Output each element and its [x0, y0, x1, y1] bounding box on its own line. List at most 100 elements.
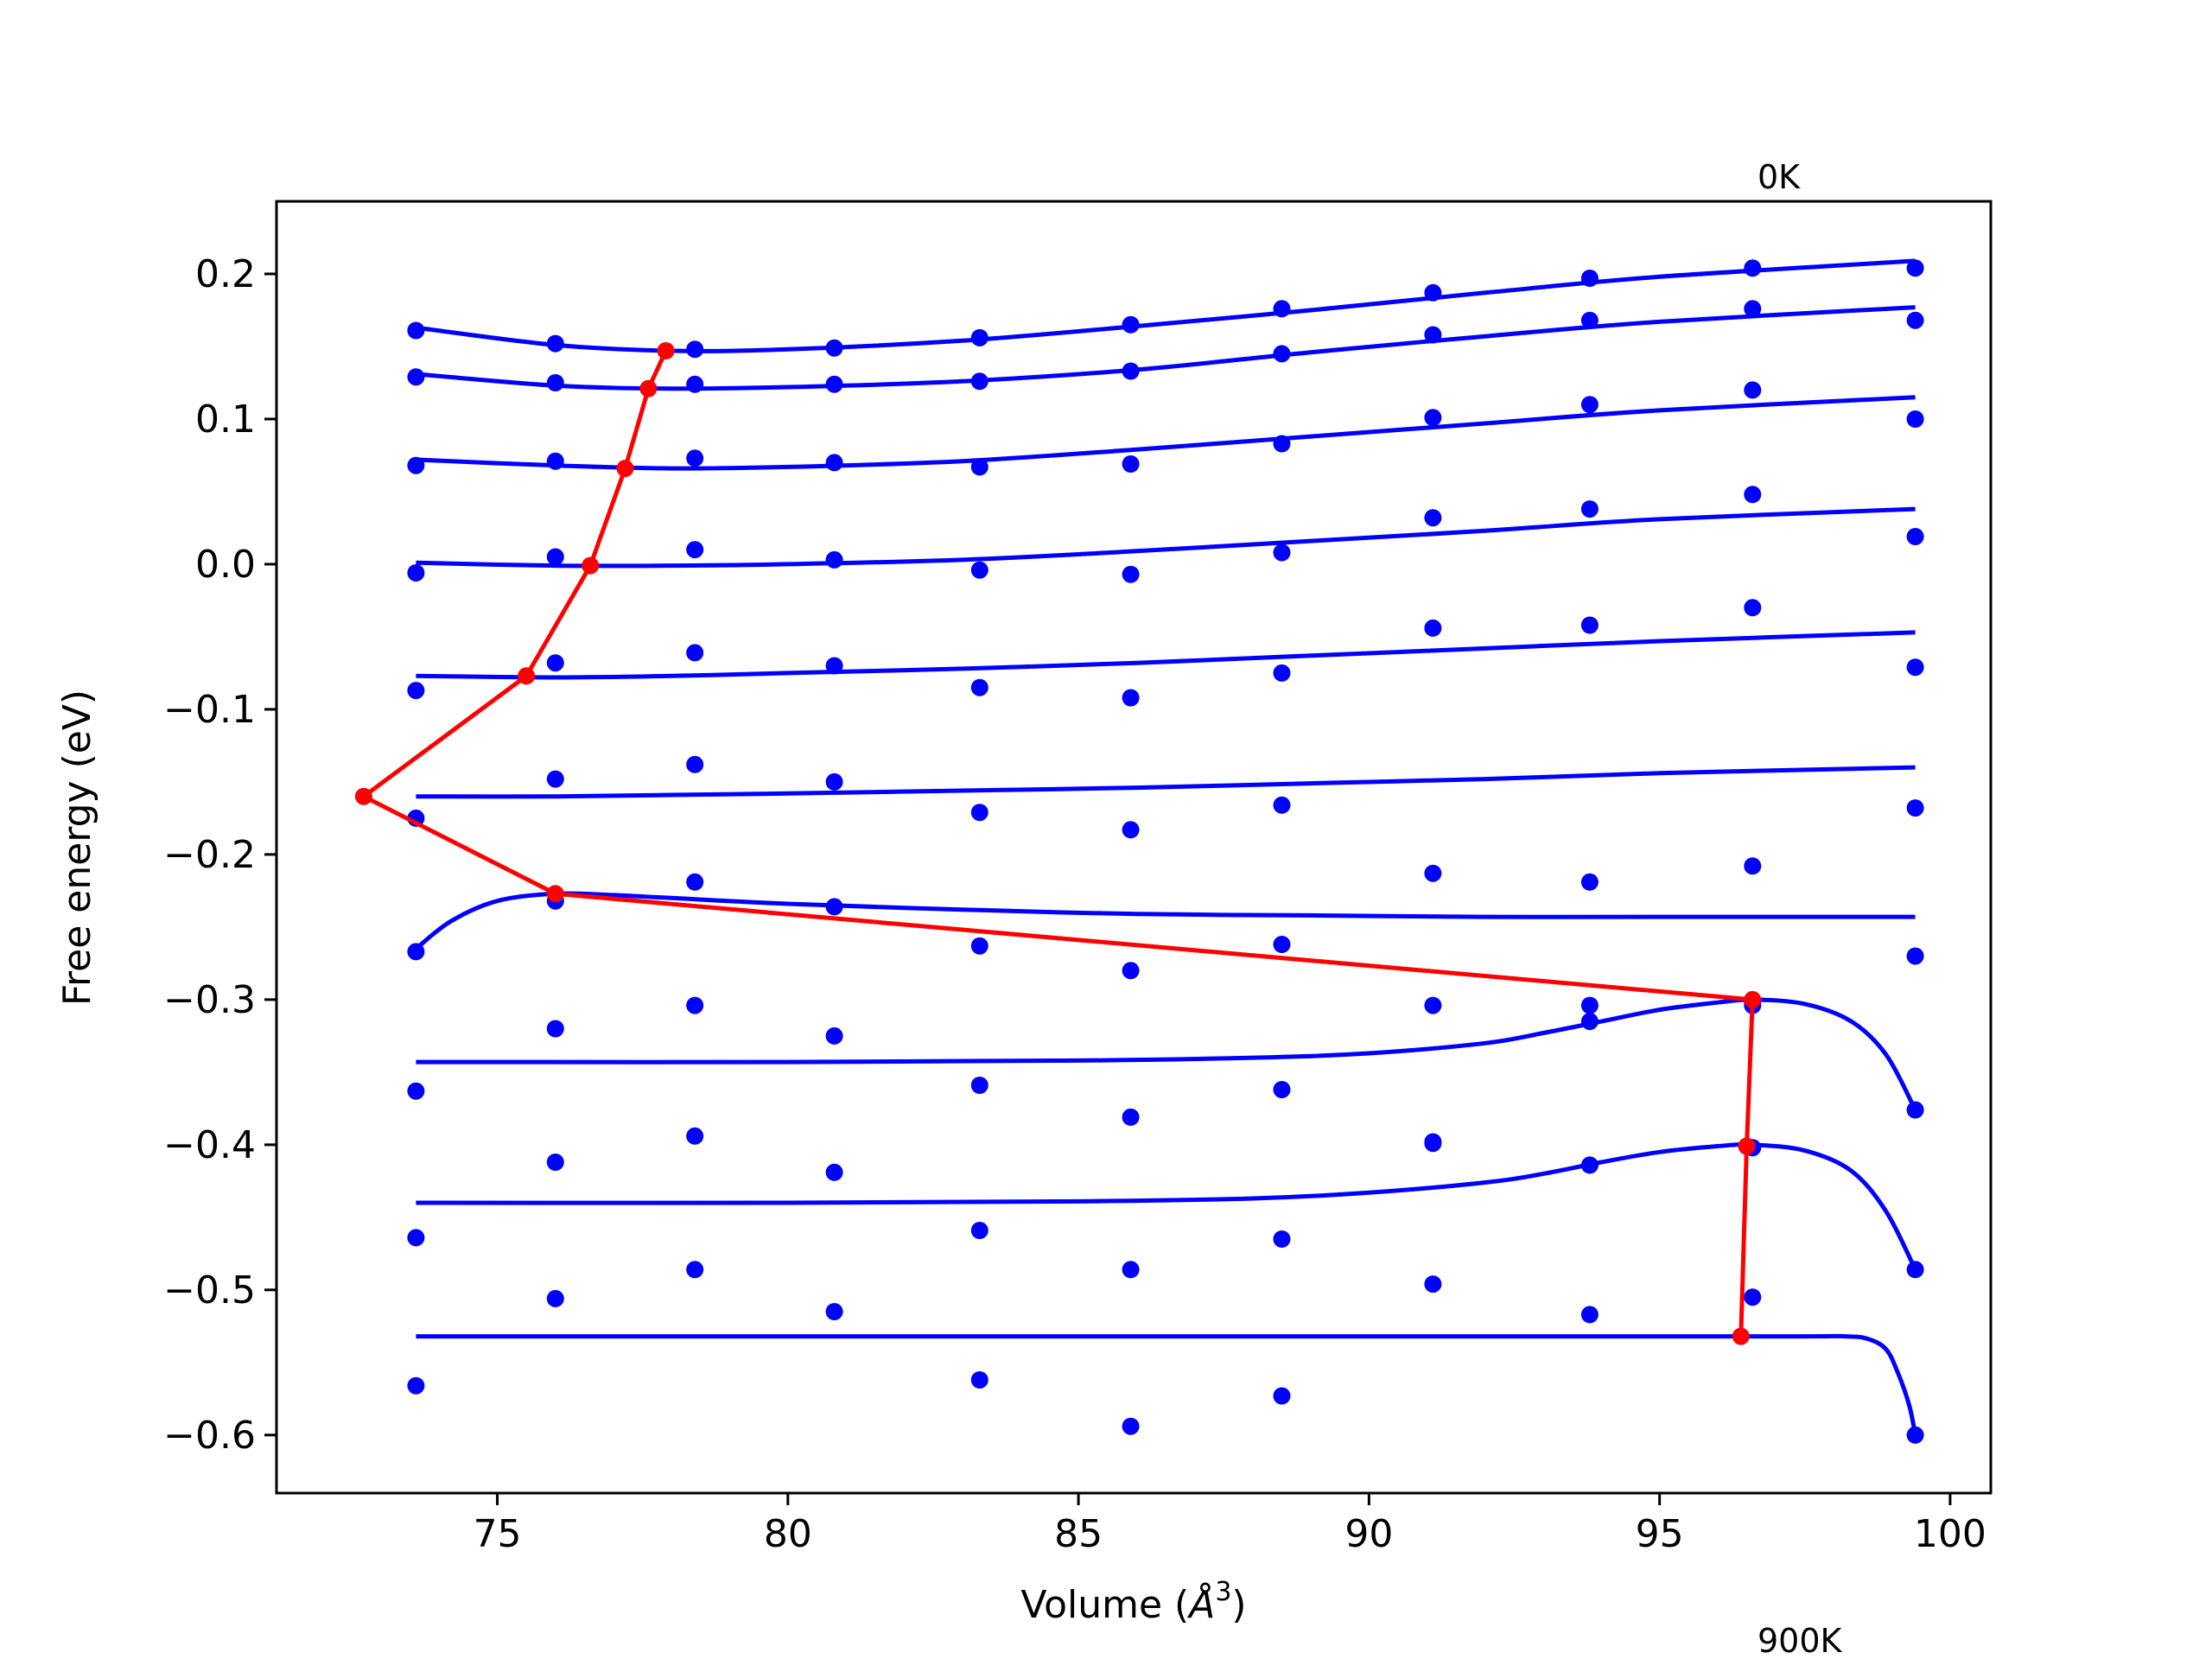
data-point — [686, 375, 704, 393]
data-point — [1273, 345, 1291, 363]
plot-area-frame — [275, 200, 1993, 1495]
data-point — [546, 452, 564, 470]
data-point — [1424, 283, 1442, 302]
data-point — [1273, 1081, 1291, 1098]
data-point — [1744, 599, 1762, 617]
data-point — [825, 1027, 843, 1045]
data-point — [970, 678, 988, 696]
data-point — [1122, 455, 1140, 473]
data-point — [1424, 1133, 1442, 1151]
equilibrium-point — [657, 342, 675, 359]
fit-curve-7 — [416, 997, 1917, 1111]
data-point — [825, 657, 843, 675]
data-point — [1122, 1261, 1140, 1279]
y-tick-label: −0.1 — [163, 688, 256, 732]
equilibrium-path — [354, 342, 1762, 1345]
data-point — [686, 644, 704, 662]
y-tick-label: 0.0 — [195, 543, 256, 587]
data-point — [970, 1371, 988, 1389]
data-point — [1580, 873, 1599, 891]
data-point — [970, 1077, 988, 1094]
data-point — [407, 456, 425, 474]
data-point — [1122, 689, 1140, 707]
equilibrium-point — [1744, 990, 1762, 1008]
y-tick-label: −0.4 — [163, 1123, 256, 1167]
data-point — [1580, 270, 1599, 287]
equilibrium-line — [361, 349, 1755, 1337]
fit-curve-2 — [416, 395, 1916, 471]
data-point — [407, 321, 425, 340]
data-point — [1744, 486, 1762, 504]
data-point — [1580, 396, 1599, 414]
data-point — [825, 772, 843, 791]
x-axis-label: Volume (Å3) — [1020, 1577, 1246, 1627]
data-point — [1906, 528, 1924, 545]
y-tick-label: −0.3 — [163, 978, 256, 1022]
data-points — [407, 259, 1924, 1444]
equilibrium-point — [546, 885, 564, 903]
data-point — [546, 770, 564, 788]
data-point — [407, 564, 425, 582]
data-point — [825, 339, 843, 357]
data-point — [407, 1376, 425, 1395]
data-point — [1906, 259, 1924, 277]
data-point — [970, 804, 988, 822]
y-tick-label: −0.6 — [163, 1414, 256, 1458]
data-point — [1580, 1013, 1599, 1031]
x-tick-label: 75 — [474, 1512, 522, 1556]
data-point — [1273, 1387, 1291, 1405]
data-point — [1424, 326, 1442, 344]
data-point — [1906, 311, 1924, 329]
data-point — [1122, 962, 1140, 980]
data-point — [686, 449, 704, 467]
data-point — [1273, 435, 1291, 453]
data-point — [1744, 259, 1762, 277]
data-point — [686, 1127, 704, 1145]
data-point — [686, 1261, 704, 1279]
equilibrium-point — [639, 379, 658, 397]
data-point — [1744, 1288, 1762, 1306]
data-point — [1273, 796, 1291, 814]
data-point — [546, 334, 564, 353]
data-point — [825, 550, 843, 569]
data-point — [407, 682, 425, 700]
data-point — [1122, 315, 1140, 334]
data-point — [1906, 1426, 1924, 1444]
data-point — [1580, 996, 1599, 1014]
data-point — [546, 1154, 564, 1171]
data-point — [1580, 1306, 1599, 1324]
data-point — [686, 873, 704, 891]
data-point — [825, 454, 843, 472]
data-point — [686, 996, 704, 1014]
data-point — [1273, 300, 1291, 318]
data-point — [1906, 1261, 1924, 1279]
data-point — [407, 943, 425, 961]
data-point — [1580, 616, 1599, 634]
data-point — [1424, 619, 1442, 637]
y-tick-label: −0.2 — [163, 833, 256, 877]
fit-curve-3 — [416, 506, 1916, 569]
data-point — [407, 1082, 425, 1100]
data-point — [1424, 864, 1442, 882]
data-point — [546, 548, 564, 566]
fit-curve-6 — [414, 891, 1916, 951]
equilibrium-point — [518, 667, 536, 685]
data-point — [407, 368, 425, 386]
fit-curve-8 — [416, 1142, 1917, 1271]
data-point — [970, 561, 988, 579]
data-point — [686, 340, 704, 359]
data-point — [1273, 936, 1291, 953]
data-point — [1580, 500, 1599, 518]
data-point — [1122, 1108, 1140, 1126]
data-point — [1744, 300, 1762, 318]
data-point — [825, 375, 843, 393]
equilibrium-point — [582, 556, 600, 575]
y-tick-label: 0.2 — [195, 252, 256, 296]
data-point — [1273, 1230, 1291, 1248]
data-point — [1273, 543, 1291, 562]
equilibrium-point — [1738, 1137, 1756, 1155]
x-tick-label: 85 — [1054, 1512, 1103, 1556]
data-point — [1906, 410, 1924, 428]
data-point — [1122, 565, 1140, 583]
